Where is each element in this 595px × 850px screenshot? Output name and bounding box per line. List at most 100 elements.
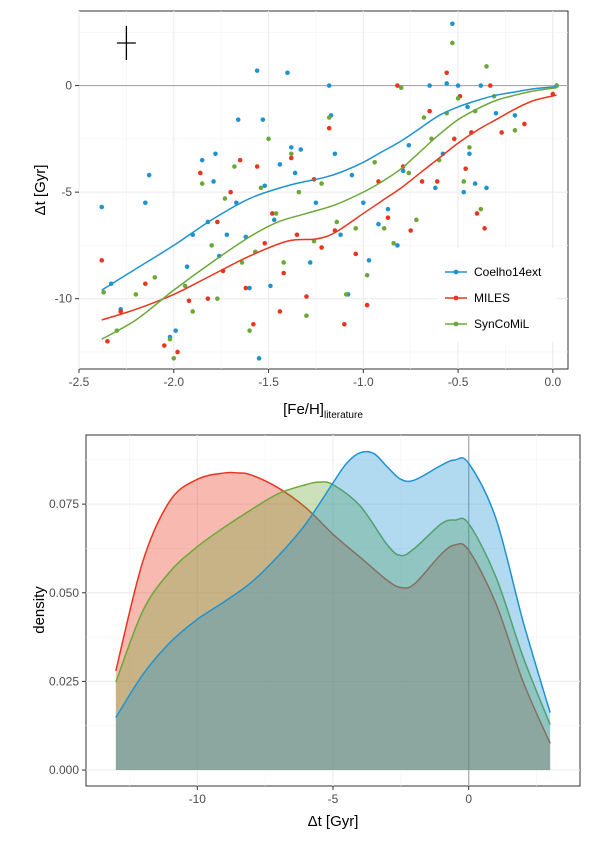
point-miles [342,321,347,327]
point-miles [251,321,256,327]
density-panel: -10 -5 0 0.000 0.025 0.050 0.075 Δt [Gyr] den… [31,434,581,830]
density-areas [115,450,551,771]
point-miles [385,215,391,221]
point-syncomil [288,151,294,157]
point-syncomil [421,115,427,120]
point-coelho14ext [493,110,499,116]
point-coelho14ext [332,151,338,157]
density-area-miles [115,472,551,771]
point-coelho14ext [433,185,438,191]
point-syncomil [232,164,237,169]
y-tick-label: -5 [61,185,72,199]
point-coelho14ext [268,283,273,289]
legend-box [437,248,557,342]
point-coelho14ext [461,189,467,195]
legend-key-point [453,321,459,327]
point-miles [463,166,468,171]
point-syncomil [467,145,472,150]
smooth-line-syncomil [101,86,557,340]
x-tick-label: -2.5 [69,375,90,389]
x-tick-label: -1.5 [258,375,279,389]
point-coelho14ext [99,204,105,210]
point-syncomil [239,260,245,265]
point-miles [482,226,487,231]
point-miles [262,240,268,246]
point-miles [353,251,359,257]
point-syncomil [484,64,489,69]
point-coelho14ext [326,83,332,88]
point-syncomil [258,185,264,191]
point-coelho14ext [444,81,449,86]
x-tick-label: 0.0 [544,375,561,389]
point-syncomil [353,226,359,231]
point-syncomil [209,243,214,248]
point-syncomil [304,313,309,319]
point-syncomil [478,206,484,212]
point-syncomil [296,189,302,195]
y-tick-label: 0 [65,79,72,93]
density-area-syncomil [115,481,551,771]
legend-key-point [453,295,459,301]
density-line-syncomil [115,481,551,725]
point-miles [427,108,432,114]
point-syncomil [182,283,188,289]
point-coelho14ext [307,260,313,265]
point-coelho14ext [478,83,484,88]
point-coelho14ext [254,68,260,73]
point-syncomil [334,219,340,225]
density-line-coelho14ext [115,450,551,718]
x-tick-label: -2.0 [163,375,184,389]
scatter-y-axis-title: Δt [Gyr] [32,165,49,216]
point-coelho14ext [361,200,366,206]
point-miles [294,232,300,238]
point-syncomil [167,336,173,342]
point-miles [277,309,283,314]
point-syncomil [273,211,279,216]
point-coelho14ext [271,217,277,223]
point-coelho14ext [173,328,178,333]
point-miles [474,211,480,216]
point-syncomil [190,309,196,314]
point-syncomil [133,292,139,297]
point-syncomil [281,260,286,265]
point-coelho14ext [455,83,461,88]
point-coelho14ext [199,157,205,163]
point-miles [451,136,457,142]
point-coelho14ext [427,83,432,88]
scatter-gridlines [78,11,568,369]
point-syncomil [414,217,419,223]
point-miles [186,298,192,304]
density-area-coelho14ext [115,451,551,771]
point-coelho14ext [260,117,266,122]
point-coelho14ext [395,243,400,248]
point-coelho14ext [184,264,190,270]
point-coelho14ext [385,206,391,212]
point-miles [304,294,309,299]
point-miles [319,245,324,250]
point-syncomil [372,159,377,165]
legend-item-syncomil: SynCoMiL [445,317,530,331]
point-miles [288,155,294,161]
point-syncomil [222,196,228,201]
legend: Coelho14ext MILES SynCoMiL [437,248,557,342]
point-coelho14ext [247,285,252,291]
point-miles [419,179,425,184]
point-miles [281,270,286,276]
smooth-curves [101,85,557,340]
point-coelho14ext [472,181,478,186]
y-tick-label: 0.050 [49,586,79,600]
point-miles [408,228,413,233]
point-miles [395,83,400,88]
point-coelho14ext [285,70,290,76]
point-miles [270,211,275,216]
point-coelho14ext [465,104,470,110]
legend-label: SynCoMiL [474,317,530,331]
scatter-x-ticks: -2.5 -2.0 -1.5 -1.0 -0.5 0.0 [69,369,562,389]
density-x-ticks: -10 -5 0 [189,786,472,806]
point-coelho14ext [313,200,319,206]
x-tick-label: -5 [328,792,339,806]
density-line-miles [115,471,551,744]
point-coelho14ext [146,172,152,178]
point-miles [444,70,449,76]
point-miles [99,258,105,263]
